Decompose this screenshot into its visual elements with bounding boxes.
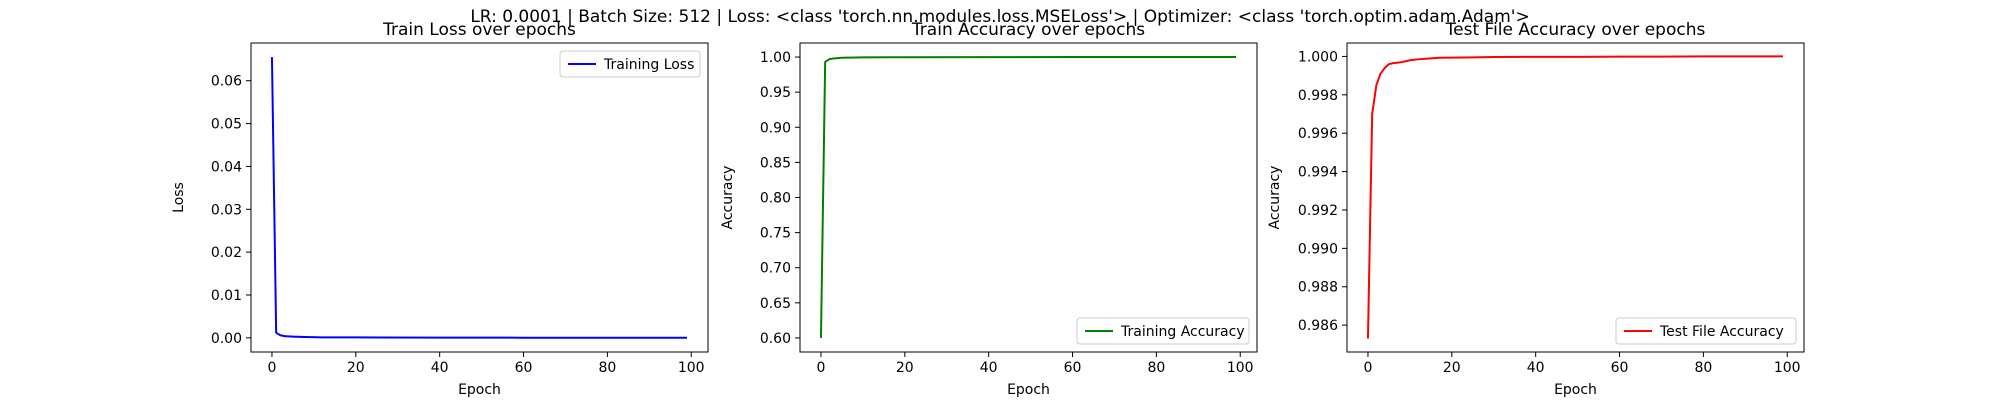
y-axis-label: Accuracy	[720, 166, 736, 230]
y-tick-label: 0.06	[211, 74, 242, 90]
legend: Training Loss	[559, 50, 701, 78]
x-tick-label: 20	[896, 360, 914, 376]
x-tick-label: 80	[1694, 360, 1712, 376]
y-tick-label: 0.01	[211, 288, 242, 304]
y-tick-label: 0.00	[211, 331, 242, 347]
plot-frame	[250, 42, 709, 353]
y-tick-label: 0.60	[760, 331, 791, 347]
y-tick-label: 0.03	[211, 202, 242, 218]
legend-label: Test File Accuracy	[1659, 324, 1784, 340]
y-tick-label: 0.05	[211, 117, 242, 133]
x-tick-label: 60	[1611, 360, 1629, 376]
legend-label: Training Accuracy	[1120, 324, 1245, 340]
y-tick-label: 1.00	[760, 50, 791, 66]
y-tick-label: 0.986	[1298, 318, 1338, 334]
legend: Test File Accuracy	[1615, 317, 1797, 345]
y-tick-label: 1.000	[1298, 49, 1338, 65]
y-tick-label: 0.996	[1298, 126, 1338, 142]
x-tick-label: 60	[515, 360, 533, 376]
x-axis-label: Epoch	[458, 382, 501, 398]
x-tick-label: 60	[1064, 360, 1082, 376]
x-tick-label: 100	[1774, 360, 1801, 376]
x-axis-label: Epoch	[1007, 382, 1050, 398]
y-tick-label: 0.994	[1298, 165, 1338, 181]
y-tick-label: 0.992	[1298, 203, 1338, 219]
x-tick-label: 40	[1527, 360, 1545, 376]
x-tick-label: 20	[347, 360, 365, 376]
plot-frame	[799, 42, 1258, 353]
y-axis-label: Loss	[171, 182, 187, 213]
figure-suptitle: LR: 0.0001 | Batch Size: 512 | Loss: <cl…	[470, 7, 1529, 27]
y-tick-label: 0.04	[211, 159, 242, 175]
x-axis-label: Epoch	[1554, 382, 1597, 398]
chart-title: Train Loss over epochs	[382, 20, 576, 40]
x-tick-label: 0	[268, 360, 277, 376]
y-tick-label: 0.988	[1298, 280, 1338, 296]
legend-box	[1076, 317, 1250, 345]
y-tick-label: 0.998	[1298, 88, 1338, 104]
series-line	[819, 56, 1237, 338]
x-tick-label: 100	[1227, 360, 1254, 376]
series-line	[1366, 55, 1784, 339]
legend: Training Accuracy	[1076, 317, 1250, 345]
y-tick-label: 0.65	[760, 296, 791, 312]
legend-label: Training Loss	[603, 57, 694, 73]
y-tick-label: 0.75	[760, 226, 791, 242]
x-tick-label: 0	[817, 360, 826, 376]
x-tick-label: 80	[598, 360, 616, 376]
y-tick-label: 0.02	[211, 245, 242, 261]
plot-frame	[1346, 42, 1805, 353]
y-tick-label: 0.95	[760, 85, 791, 101]
x-tick-label: 0	[1364, 360, 1373, 376]
x-tick-label: 40	[431, 360, 449, 376]
y-tick-label: 0.80	[760, 191, 791, 207]
y-axis-label: Accuracy	[1267, 166, 1283, 230]
chart-1: Train Loss over epochs 0 20 40 60 80 100 0.00 0.…	[171, 20, 709, 398]
y-tick-label: 0.85	[760, 155, 791, 171]
chart-2: Train Accuracy over epochs 0 20 40 60 80 100 0.…	[720, 20, 1258, 398]
series-line	[270, 57, 688, 339]
y-tick-label: 0.70	[760, 261, 791, 277]
x-tick-label: 100	[678, 360, 705, 376]
legend-box	[559, 50, 701, 78]
chart-title: Test File Accuracy over epochs	[1445, 20, 1706, 40]
legend-box	[1615, 317, 1797, 345]
chart-3: Test File Accuracy over epochs 0 20 40 60 80 1…	[1267, 20, 1805, 398]
y-tick-label: 0.90	[760, 120, 791, 136]
chart-title: Train Accuracy over epochs	[911, 20, 1145, 40]
x-tick-label: 20	[1443, 360, 1461, 376]
y-tick-label: 0.990	[1298, 241, 1338, 257]
x-tick-label: 40	[980, 360, 998, 376]
x-tick-label: 80	[1147, 360, 1165, 376]
